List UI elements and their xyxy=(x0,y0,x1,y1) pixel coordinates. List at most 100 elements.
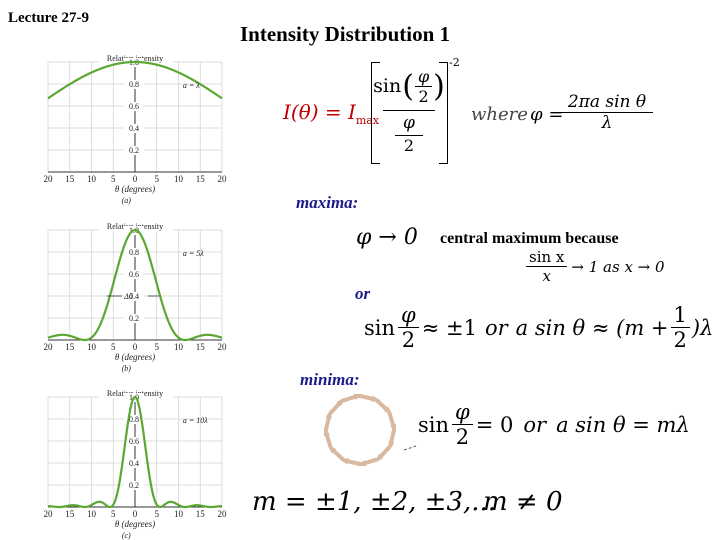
limit-frac: sin x x xyxy=(526,248,568,285)
ytick-bg xyxy=(124,415,144,424)
maxima-sin: sin xyxy=(364,315,396,340)
x-tick-label: 0 xyxy=(133,174,138,184)
minima-eq0: = 0 xyxy=(475,412,514,437)
x-axis-label: θ (degrees) xyxy=(115,519,155,529)
panel-label: (b) xyxy=(122,364,132,373)
x-tick-label: 20 xyxy=(218,509,228,519)
ytick-bg xyxy=(124,146,144,155)
formula-phi-den: λ xyxy=(601,113,613,133)
intensity-curve xyxy=(47,395,223,509)
x-tick-label: 5 xyxy=(111,509,116,519)
formula-phi-eq: φ = xyxy=(530,104,564,125)
minima-frac-den: 2 xyxy=(455,425,470,449)
x-axis-label: θ (degrees) xyxy=(115,184,155,194)
maxima-expr: φ → 0 xyxy=(356,225,418,250)
bracket-right xyxy=(439,62,448,164)
ytick-bg xyxy=(124,459,144,468)
plot-b: Relative intensity 1.0 0.8 0.6 0.4 0.2 a = 5λ Δ… xyxy=(40,218,230,373)
y-tick-label: 0.8 xyxy=(129,248,139,257)
x-tick-label: 5 xyxy=(155,509,160,519)
plot-a: Relative intensity 1.0 0.8 0.6 0.4 0.2 a = λ 20… xyxy=(40,50,230,205)
phasor-dash xyxy=(403,445,417,451)
ytick-bg xyxy=(124,248,144,257)
minima-frac-num: φ xyxy=(452,400,473,425)
x-tick-label: 20 xyxy=(218,342,228,352)
ytick-bg xyxy=(124,481,144,490)
y-tick-label: 0.2 xyxy=(129,146,139,155)
ytick-bg xyxy=(124,437,144,446)
page-title: Intensity Distribution 1 xyxy=(240,22,451,46)
phasor-ring xyxy=(323,393,397,467)
maxima-note: central maximum because xyxy=(440,230,619,247)
y-tick-label: 0.2 xyxy=(129,314,139,323)
formula-inner-num: φ xyxy=(414,67,433,87)
x-tick-label: 0 xyxy=(133,509,138,519)
maxima-half-num: 1 xyxy=(670,303,690,328)
x-tick-label: 15 xyxy=(65,509,75,519)
maxima-label: maxima: xyxy=(296,193,359,212)
minima-asin: a sin θ = mλ xyxy=(556,412,690,437)
y-tick-label: 0.4 xyxy=(129,459,139,468)
y-tick-label: 0.8 xyxy=(129,415,139,424)
minima-or: or xyxy=(523,412,547,437)
x-tick-label: 10 xyxy=(174,509,184,519)
phasor-circle-diagram xyxy=(323,393,417,467)
slit-width-annotation: a = λ xyxy=(183,81,200,90)
intensity-curve xyxy=(47,228,223,342)
maxima-approx: ≈ ±1 xyxy=(421,315,477,340)
minima-m-neq: m ≠ 0 xyxy=(483,487,563,517)
limit-den: x xyxy=(542,267,551,285)
maxima-frac-num: φ xyxy=(398,303,419,328)
panel-label: (a) xyxy=(122,196,132,205)
maxima-tail: )λ xyxy=(691,315,714,340)
maxima-condition: sin φ 2 ≈ ±1 or a sin θ ≈ (m + 1 2 )λ xyxy=(364,303,713,352)
bracket-frac-line xyxy=(383,110,435,111)
minima-condition: sin φ 2 = 0 or a sin θ = mλ xyxy=(418,400,690,449)
x-tick-label: 20 xyxy=(218,174,228,184)
x-tick-label: 5 xyxy=(155,342,160,352)
intensity-curve xyxy=(47,60,223,100)
x-tick-label: 10 xyxy=(174,174,184,184)
intensity-formula: I(θ) = Imax sin ( φ 2 ) φ 2 -2 where φ =… xyxy=(283,56,653,170)
ytick-bg xyxy=(124,314,144,323)
y-tick-label: 0.4 xyxy=(129,124,139,133)
x-tick-label: 15 xyxy=(196,174,206,184)
ytick-bg xyxy=(124,292,144,301)
y-tick-label: 0.6 xyxy=(129,270,139,279)
phasor-arrowhead xyxy=(353,393,364,400)
limit-num: sin x xyxy=(526,248,568,267)
y-tick-label: 0.8 xyxy=(129,80,139,89)
x-tick-label: 10 xyxy=(87,174,97,184)
formula-sin: sin xyxy=(373,75,402,97)
x-tick-label: 5 xyxy=(155,174,160,184)
formula-inner-den: 2 xyxy=(418,86,429,106)
lecture-label: Lecture 27-9 xyxy=(8,10,89,26)
maxima-half: 1 2 xyxy=(670,303,690,352)
formula-lhs-sub: max xyxy=(355,114,380,127)
y-tick-label: 0.4 xyxy=(129,292,139,301)
x-tick-label: 20 xyxy=(44,174,54,184)
ytick-bg xyxy=(124,80,144,89)
y-tick-label: 0.2 xyxy=(129,481,139,490)
ytick-bg xyxy=(124,124,144,133)
formula-den-two: 2 xyxy=(403,136,415,155)
x-tick-label: 20 xyxy=(44,342,54,352)
x-tick-label: 15 xyxy=(65,174,75,184)
x-tick-label: 10 xyxy=(174,342,184,352)
y-tick-label: 0.6 xyxy=(129,437,139,446)
x-axis-label: θ (degrees) xyxy=(115,352,155,362)
slit-width-annotation: a = 5λ xyxy=(183,249,204,258)
limit-rest: → 1 as x → 0 xyxy=(571,257,665,276)
x-tick-label: 20 xyxy=(44,509,54,519)
width-label: Δθ xyxy=(123,292,133,301)
bracket-left xyxy=(371,62,380,164)
maxima-frac: φ 2 xyxy=(398,303,419,352)
minima-label: minima: xyxy=(300,370,360,389)
minima-frac: φ 2 xyxy=(452,400,473,449)
x-tick-label: 0 xyxy=(133,342,138,352)
x-tick-label: 10 xyxy=(87,509,97,519)
formula-where: where xyxy=(471,104,528,125)
maxima-frac-den: 2 xyxy=(401,328,416,352)
